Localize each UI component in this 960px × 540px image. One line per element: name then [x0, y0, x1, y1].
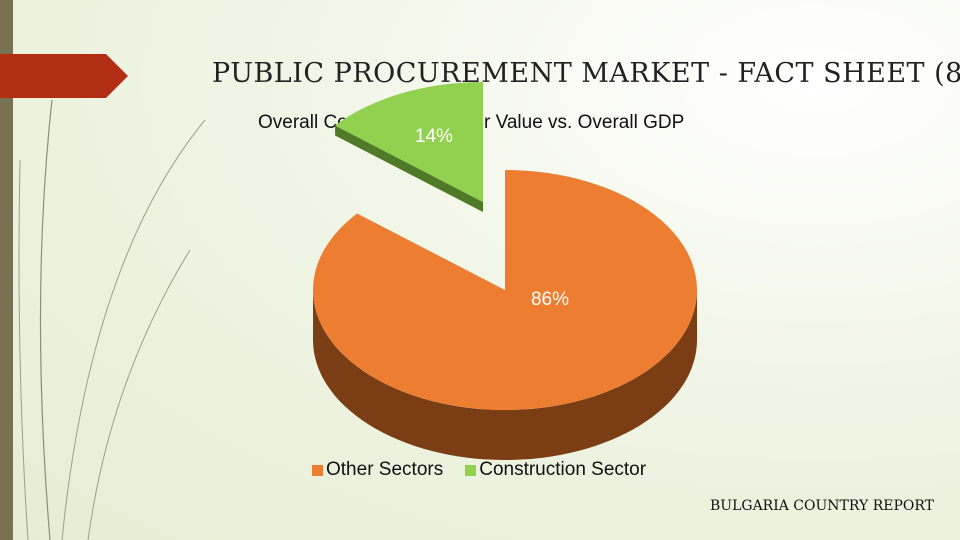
footer-report-name: BULGARIA COUNTRY REPORT: [710, 498, 934, 514]
data-label-other-sectors: 86%: [530, 288, 569, 310]
pie-cut-face-construction-sector: [335, 125, 483, 212]
chart-legend: Other Sectors Construction Sector: [312, 458, 668, 482]
pie-side-other-sectors: [313, 290, 697, 460]
legend-swatch-construction-sector: [465, 464, 477, 476]
left-accent-bar: [0, 0, 13, 540]
slide-title: PUBLIC PROCUREMENT MARKET - FACT SHEET (…: [212, 58, 960, 89]
legend-label-construction-sector: Construction Sector: [479, 459, 647, 480]
pie-slice-construction-sector: [335, 82, 483, 202]
pie-slice-other-sectors: [312, 170, 697, 411]
decorative-lines: [18, 99, 206, 540]
legend-item-construction-sector: Construction Sector: [465, 459, 646, 481]
legend-swatch-other-sectors: [312, 464, 323, 476]
legend-label-other-sectors: Other Sectors: [326, 459, 444, 480]
data-label-construction-sector: 14%: [414, 125, 453, 147]
title-arrow-shape: [0, 54, 128, 98]
legend-item-other-sectors: Other Sectors: [312, 459, 443, 481]
